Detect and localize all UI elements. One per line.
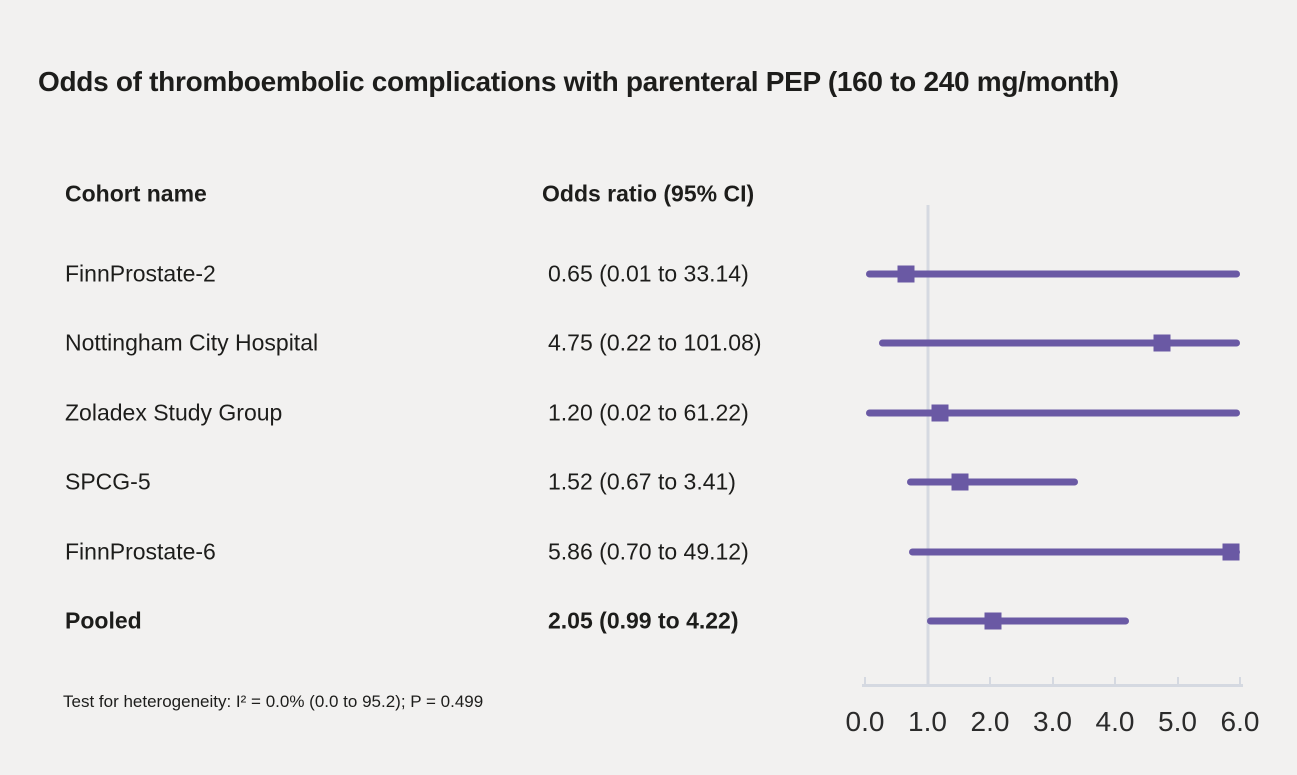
confidence-interval-bar (908, 548, 1240, 556)
x-axis-tick-label: 4.0 (1095, 706, 1135, 737)
x-axis-tick (989, 677, 991, 687)
odds-ratio-marker (1153, 334, 1171, 352)
odds-ratio-value: 5.86 (0.70 to 49.12) (548, 538, 749, 565)
odds-ratio-value: 1.52 (0.67 to 3.41) (548, 468, 736, 495)
cohort-label: Pooled (65, 607, 142, 634)
x-axis-tick-label: 0.0 (845, 706, 885, 737)
cohort-label: SPCG-5 (65, 468, 151, 495)
confidence-interval-bar (865, 270, 1240, 278)
x-axis-tick-label: 6.0 (1220, 706, 1260, 737)
chart-title: Odds of thromboembolic complications wit… (38, 66, 1119, 97)
odds-ratio-value: 2.05 (0.99 to 4.22) (548, 607, 739, 634)
x-axis-tick (1176, 677, 1179, 687)
confidence-interval-bar (878, 339, 1240, 347)
odds-ratio-marker (931, 404, 949, 422)
x-axis-tick-labels: 0.0 1.0 2.0 3.0 4.0 5.0 6.0 (846, 706, 1260, 740)
x-axis-tick-label: 5.0 (1158, 706, 1197, 737)
x-axis-tick (1051, 677, 1054, 687)
x-axis-tick-label: 1.0 (908, 706, 947, 737)
confidence-interval-bar (926, 617, 1129, 625)
forest-plot-area (862, 205, 1243, 687)
cohort-column-header: Cohort name (65, 180, 207, 207)
odds-ratio-column-header: Odds ratio (95% CI) (542, 180, 755, 207)
x-axis-tick-label: 3.0 (1033, 706, 1072, 737)
reference-line (926, 205, 929, 687)
cohort-label: Nottingham City Hospital (65, 329, 319, 356)
x-axis-tick (926, 677, 929, 687)
x-axis-tick (1114, 677, 1116, 687)
cohort-label: FinnProstate-6 (65, 538, 216, 565)
x-axis-tick (864, 677, 866, 687)
confidence-interval-bar (866, 409, 1240, 417)
confidence-interval-bar (906, 478, 1079, 486)
odds-ratio-marker (984, 612, 1002, 630)
odds-ratio-value: 4.75 (0.22 to 101.08) (548, 329, 762, 356)
cohort-label: FinnProstate-2 (65, 260, 216, 287)
odds-ratio-value: 0.65 (0.01 to 33.14) (548, 260, 749, 287)
odds-ratio-value: 1.20 (0.02 to 61.22) (548, 399, 749, 426)
x-axis-tick-label: 2.0 (970, 706, 1010, 737)
x-axis-tick (1239, 677, 1241, 687)
odds-ratio-marker (897, 265, 915, 283)
odds-ratio-marker (951, 473, 969, 491)
heterogeneity-footnote: Test for heterogeneity: I² = 0.0% (0.0 t… (63, 692, 484, 711)
cohort-label: Zoladex Study Group (65, 399, 283, 426)
odds-ratio-marker (1222, 543, 1240, 561)
